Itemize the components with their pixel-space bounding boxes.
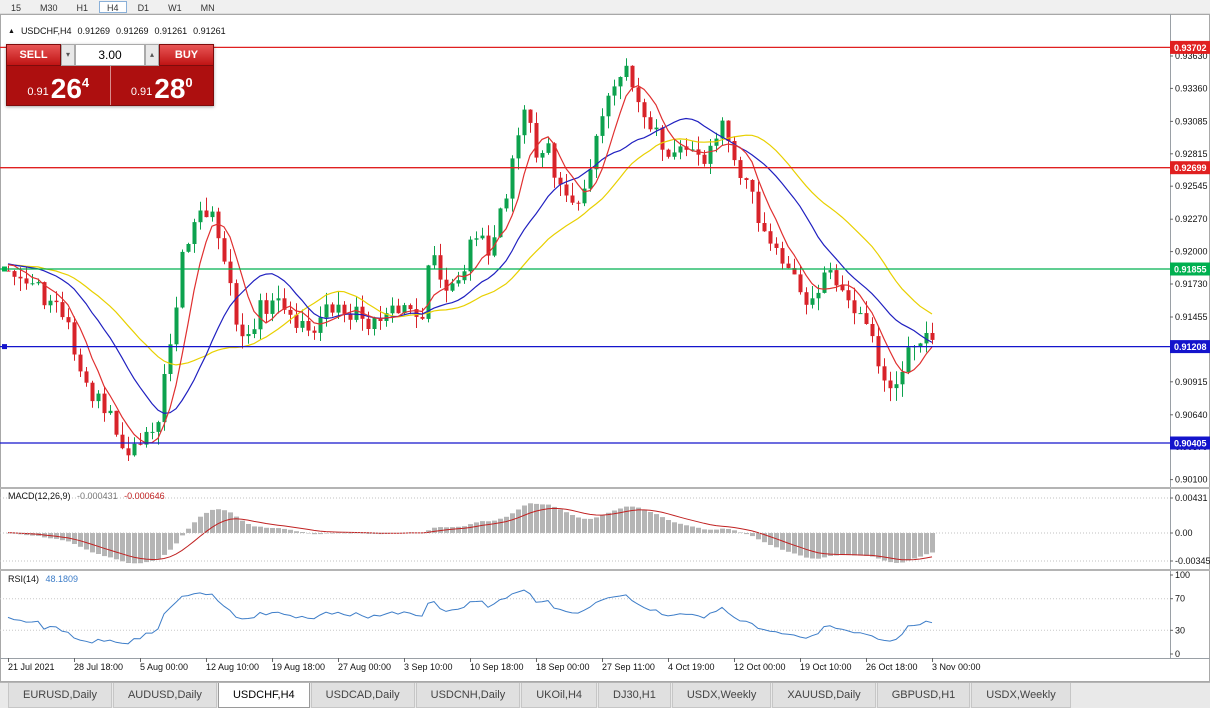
macd-main-value: -0.000431	[77, 491, 118, 501]
chart-tab-4-usdcnh-daily[interactable]: USDCNH,Daily	[415, 683, 521, 708]
buy-price-sup: 0	[185, 75, 193, 90]
sell-price[interactable]: 0.91 26 4	[7, 66, 111, 105]
ohlc-high: 0.91269	[116, 26, 149, 36]
chart-tab-10-usdx-weekly[interactable]: USDX,Weekly	[971, 683, 1071, 708]
buy-price[interactable]: 0.91 28 0	[111, 66, 214, 105]
timeframe-15[interactable]: 15	[11, 2, 22, 13]
timeframe-d1[interactable]: D1	[137, 2, 150, 13]
ohlc-close: 0.91261	[193, 26, 226, 36]
volume-increase-button[interactable]: ▴	[145, 44, 159, 66]
chart-tab-2-usdchf-h4[interactable]: USDCHF,H4	[217, 683, 310, 708]
rsi-label-text: RSI(14)	[8, 574, 40, 584]
timeframe-h1[interactable]: H1	[76, 2, 89, 13]
pane-separator-macd-rsi[interactable]	[0, 569, 1210, 571]
volume-input[interactable]	[75, 44, 145, 66]
macd-signal-value: -0.000646	[124, 491, 165, 501]
ohlc-low: 0.91261	[154, 26, 188, 36]
chart-tab-3-usdcad-daily[interactable]: USDCAD,Daily	[310, 683, 415, 708]
macd-indicator-label: MACD(12,26,9) -0.000431 -0.000646	[8, 491, 165, 501]
time-axis[interactable]	[0, 658, 1210, 682]
price-axis[interactable]	[1170, 14, 1210, 658]
chart-tab-5-ukoil-h4[interactable]: UKOil,H4	[521, 683, 598, 708]
sell-button[interactable]: SELL	[6, 44, 61, 66]
chart-tab-1-audusd-daily[interactable]: AUDUSD,Daily	[112, 683, 217, 708]
macd-pane[interactable]	[0, 490, 1170, 566]
timeframe-w1[interactable]: W1	[168, 2, 182, 13]
one-click-trading-panel: SELL ▾ ▴ BUY 0.91 26 4 0.91 28 0	[6, 44, 214, 106]
chart-tab-8-xauusd-daily[interactable]: XAUUSD,Daily	[772, 683, 876, 708]
trade-controls-row: SELL ▾ ▴ BUY	[6, 44, 214, 66]
chart-tab-0-eurusd-daily[interactable]: EURUSD,Daily	[8, 683, 112, 708]
chart-marker-icon: ▲	[8, 27, 15, 35]
chart-symbol-ohlc: ▲ USDCHF,H4 0.91269 0.91269 0.91261 0.91…	[8, 26, 226, 36]
rsi-value: 48.1809	[45, 574, 79, 584]
timeframe-h4[interactable]: H4	[99, 0, 127, 13]
chart-tab-bar: EURUSD,Daily AUDUSD,Daily USDCHF,H4 USDCAD,…	[0, 682, 1210, 708]
macd-label-text: MACD(12,26,9)	[8, 491, 71, 501]
chart-symbol-label: USDCHF,H4	[20, 26, 72, 36]
trade-prices-row: 0.91 26 4 0.91 28 0	[6, 66, 214, 106]
timeframe-toolbar: 15 M30 H1 H4 D1 W1 MN	[0, 0, 1210, 14]
chart-tab-9-gbpusd-h1[interactable]: GBPUSD,H1	[876, 683, 971, 708]
buy-price-big: 28	[154, 73, 186, 104]
timeframe-mn[interactable]: MN	[200, 2, 215, 13]
sell-price-prefix: 0.91	[27, 86, 49, 98]
chevron-down-icon: ▾	[65, 50, 70, 59]
chart-tab-6-dj30-h1[interactable]: DJ30,H1	[598, 683, 671, 708]
pane-separator-main-macd[interactable]	[0, 487, 1210, 489]
ohlc-open: 0.91269	[77, 26, 110, 36]
buy-button[interactable]: BUY	[159, 44, 214, 66]
sell-price-big: 26	[50, 73, 82, 104]
rsi-pane[interactable]	[0, 572, 1170, 656]
sell-price-sup: 4	[81, 75, 90, 90]
volume-decrease-button[interactable]: ▾	[61, 44, 75, 66]
buy-price-prefix: 0.91	[130, 86, 153, 98]
rsi-indicator-label: RSI(14) 48.1809	[8, 574, 78, 584]
chart-tab-7-usdx-weekly[interactable]: USDX,Weekly	[671, 683, 772, 708]
timeframe-m30[interactable]: M30	[40, 2, 58, 13]
chevron-up-icon: ▴	[149, 50, 154, 59]
